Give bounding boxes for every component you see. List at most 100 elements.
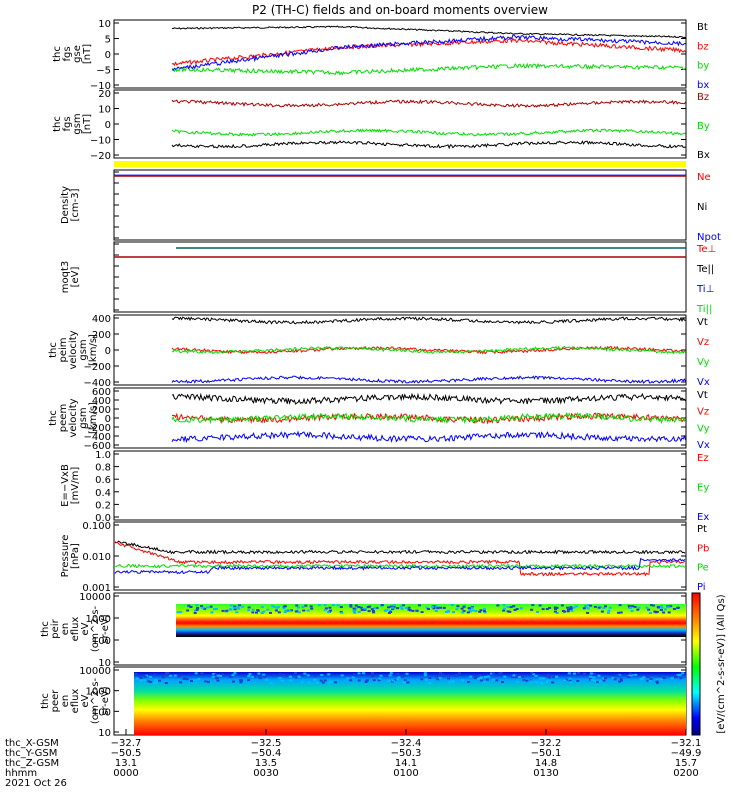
speckle	[660, 606, 664, 609]
panel-frame	[113, 19, 687, 89]
speckle	[586, 607, 590, 610]
speckle	[269, 681, 273, 684]
panel-frame	[113, 89, 687, 159]
legend-vz: Vz	[697, 407, 709, 418]
speckle	[553, 606, 557, 609]
legend-bx: Bx	[697, 150, 710, 161]
speckle	[399, 605, 403, 608]
speckle	[515, 681, 519, 683]
speckle	[460, 607, 464, 610]
speckle	[659, 609, 663, 611]
speckle	[655, 610, 659, 613]
speckle	[379, 674, 383, 677]
speckle	[538, 604, 542, 607]
speckle	[670, 677, 674, 680]
spectrogram	[176, 604, 686, 637]
speckle	[517, 674, 521, 677]
speckle	[362, 607, 366, 610]
panel-ylabel: fgs	[62, 116, 73, 131]
speckle	[546, 674, 550, 677]
speckle	[288, 609, 292, 612]
series-Pi	[114, 557, 686, 575]
series-Vy	[171, 345, 686, 355]
speckle	[204, 680, 207, 683]
ytick-label: −400	[84, 432, 111, 443]
speckle	[423, 672, 427, 675]
speckle	[420, 678, 424, 681]
speckle	[642, 676, 646, 679]
speckle	[241, 674, 245, 677]
speckle	[238, 604, 241, 607]
speckle	[282, 673, 285, 676]
speckle	[139, 677, 143, 679]
speckle	[294, 610, 298, 613]
speckle	[407, 606, 411, 609]
speckle	[289, 675, 292, 678]
speckle	[546, 679, 550, 682]
legend-vt: Vt	[697, 317, 708, 328]
speckle	[618, 680, 622, 683]
speckle	[655, 680, 659, 683]
speckle	[479, 677, 483, 679]
speckle	[401, 675, 405, 678]
series-bx	[171, 34, 686, 71]
speckle	[352, 610, 356, 613]
speckle	[300, 681, 304, 684]
speckle	[233, 608, 237, 611]
speckle	[354, 604, 358, 607]
speckle	[195, 608, 199, 611]
legend-vy: Vy	[697, 423, 710, 434]
speckle	[431, 605, 435, 608]
speckle	[297, 675, 301, 678]
legend-vx: Vx	[697, 440, 710, 451]
speckle	[320, 674, 324, 676]
speckle	[396, 673, 400, 675]
speckle	[263, 675, 267, 678]
speckle	[400, 607, 404, 610]
speckle	[251, 676, 255, 679]
legend-by: by	[697, 61, 709, 72]
speckle	[408, 609, 412, 612]
speckle	[166, 672, 170, 675]
speckle	[193, 679, 197, 682]
speckle	[593, 679, 597, 682]
speckle	[425, 606, 429, 609]
legend-te: Te||	[696, 264, 714, 275]
ytick-label: 0	[105, 414, 111, 425]
panel-ylabel: en	[60, 695, 71, 708]
speckle	[142, 679, 146, 682]
speckle	[586, 611, 590, 614]
panel-frame	[113, 169, 687, 241]
xtick-x_gsm: −32.7	[111, 738, 142, 749]
speckle	[307, 681, 311, 684]
speckle	[456, 605, 460, 608]
series-bz	[171, 37, 686, 67]
speckle	[529, 679, 533, 682]
speckle	[649, 612, 652, 614]
speckle	[294, 672, 297, 675]
speckle	[154, 679, 158, 682]
speckle	[647, 608, 651, 611]
speckle	[519, 607, 523, 610]
speckle	[502, 609, 506, 612]
ytick-label: 0.8	[95, 463, 111, 474]
xtick-z_gsm: 13.5	[255, 758, 277, 769]
speckle	[678, 673, 682, 676]
speckle	[474, 676, 478, 678]
speckle	[233, 672, 237, 675]
panel-ylabel: Pressure	[60, 535, 71, 578]
speckle	[651, 604, 655, 607]
speckle	[186, 609, 190, 612]
speckle	[391, 606, 395, 609]
speckle	[360, 608, 364, 611]
speckle	[436, 678, 440, 681]
speckle	[530, 608, 534, 611]
speckle	[161, 676, 165, 679]
speckle	[608, 606, 612, 609]
panel-ylabel: fgs	[62, 46, 73, 61]
speckle	[147, 680, 151, 683]
speckle	[391, 679, 395, 682]
speckle	[442, 674, 446, 677]
speckle	[444, 611, 448, 613]
speckle	[164, 673, 168, 676]
